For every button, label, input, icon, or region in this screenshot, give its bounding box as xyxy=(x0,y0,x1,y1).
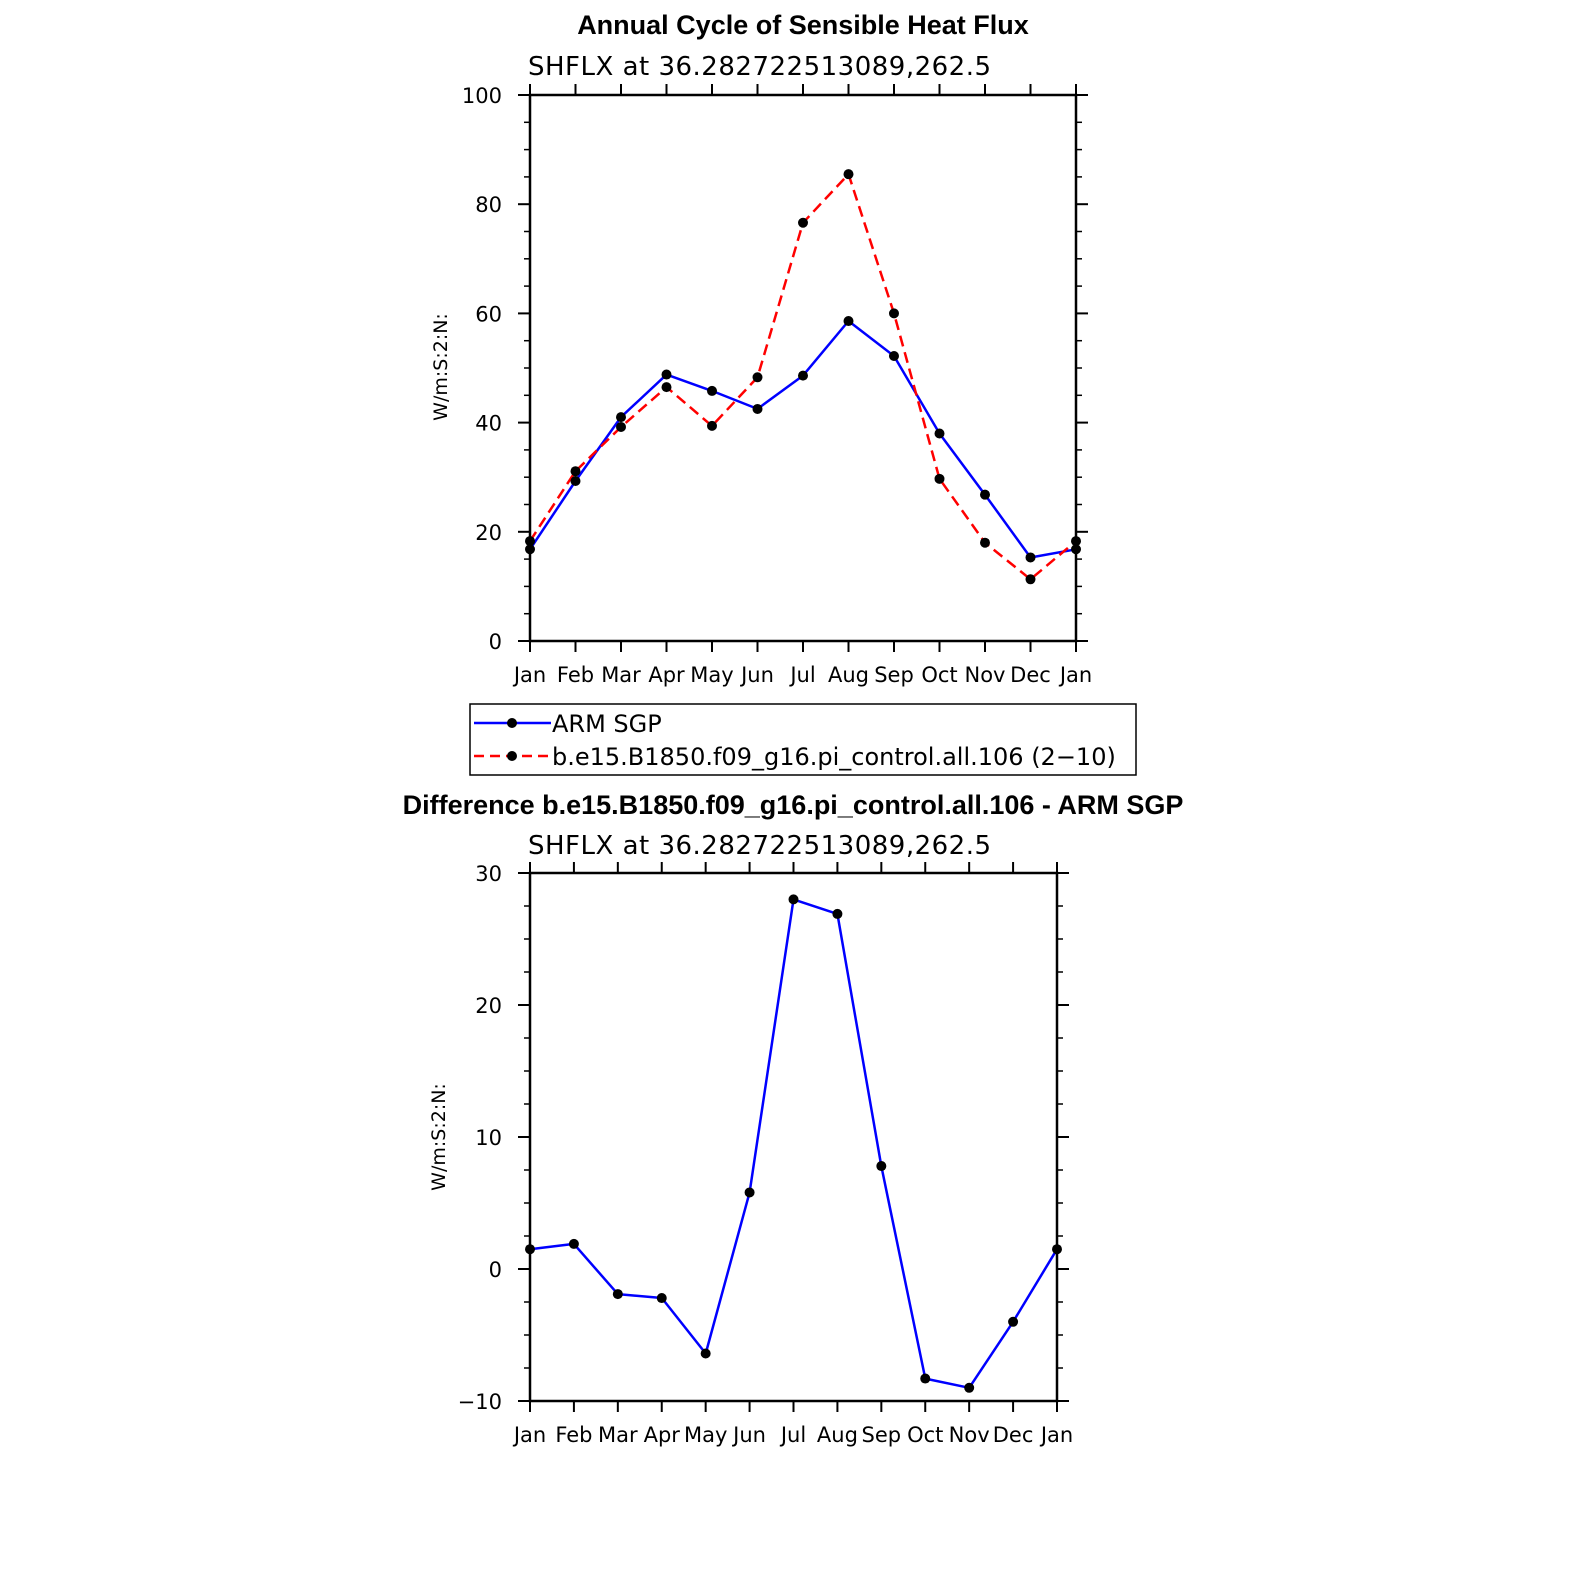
chart2-y-tick-label: 10 xyxy=(475,1126,502,1150)
chart2-x-tick-label: Apr xyxy=(644,1423,681,1447)
chart2-x-tick-label: Mar xyxy=(598,1423,638,1447)
chart1-series-0-point xyxy=(1071,544,1081,555)
chart2-x-tick-label: Dec xyxy=(993,1423,1034,1447)
chart1-series-1-point xyxy=(934,473,945,484)
legend-label-arm-sgp: ARM SGP xyxy=(552,710,662,738)
chart1-series-1-point xyxy=(1071,536,1081,547)
annual-cycle-chart: Annual Cycle of Sensible Heat Flux SHFLX… xyxy=(430,10,1092,687)
chart2-series-0-point xyxy=(964,1382,975,1393)
legend: ARM SGP b.e15.B1850.f09_g16.pi_control.a… xyxy=(469,703,1137,776)
legend-marker-model xyxy=(507,751,517,761)
chart1-series-0-point xyxy=(889,350,899,361)
chart2-x-tick-label: May xyxy=(684,1423,727,1447)
chart2-series-0-point xyxy=(700,1348,711,1359)
chart1-y-tick-label: 20 xyxy=(475,521,502,545)
chart2-y-tick-label: −10 xyxy=(458,1390,502,1414)
chart2-x-tick-label: Feb xyxy=(555,1423,592,1447)
chart2-x-tick-label: Jan xyxy=(512,1423,546,1447)
chart2-x-tick-label: Nov xyxy=(949,1423,990,1447)
chart1-series-0-point xyxy=(661,369,672,380)
chart1-series-1-point xyxy=(616,421,626,432)
chart1-series-1-point xyxy=(798,217,808,228)
chart2-plot-frame xyxy=(528,871,1059,1403)
chart1-series-0-point xyxy=(570,476,581,487)
chart1-series-1-point xyxy=(752,372,763,383)
chart1-x-tick-label: Apr xyxy=(648,663,685,687)
chart1-x-tick-label: Dec xyxy=(1010,663,1051,687)
chart1-series-1-point xyxy=(889,308,899,319)
chart1-x-tick-label: Nov xyxy=(965,663,1006,687)
chart1-series-0-point xyxy=(843,316,854,327)
chart1-x-tick-label: Jul xyxy=(788,663,815,687)
chart1-series-1-point xyxy=(525,536,535,547)
chart2-y-tick-label: 20 xyxy=(475,994,502,1018)
chart2-series-0-point xyxy=(876,1161,887,1172)
chart1-x-tick-label: Aug xyxy=(828,663,869,687)
chart2-series-0-point xyxy=(612,1289,623,1300)
chart2-series xyxy=(525,894,1062,1393)
chart1-series-0-point xyxy=(616,412,626,423)
chart1-title: Annual Cycle of Sensible Heat Flux xyxy=(577,10,1029,40)
chart2-x-tick-label: Jan xyxy=(1039,1423,1073,1447)
chart1-y-tick-label: 60 xyxy=(475,302,502,326)
chart1-x-tick-label: May xyxy=(690,663,733,687)
chart1-series-0-point xyxy=(707,385,717,396)
legend-label-model: b.e15.B1850.f09_g16.pi_control.all.106 (… xyxy=(552,743,1116,771)
chart1-x-tick-label: Jan xyxy=(1058,663,1092,687)
chart2-x-tick-label: Sep xyxy=(862,1423,902,1447)
chart1-series-1-point xyxy=(1025,574,1036,585)
chart1-plot-frame xyxy=(528,93,1078,643)
chart2-series-0-point xyxy=(656,1293,667,1304)
chart1-series-line-0 xyxy=(528,319,1077,559)
chart2-x-tick-label: Jul xyxy=(779,1423,806,1447)
chart2-series-0-point xyxy=(788,894,799,905)
chart1-y-axis-label: W/m:S:2:N: xyxy=(430,313,452,421)
chart1-x-tick-label: Jan xyxy=(512,663,546,687)
chart1-x-tick-label: Sep xyxy=(874,663,914,687)
chart1-y-tick-label: 80 xyxy=(475,193,502,217)
chart2-y-axis-label: W/m:S:2:N: xyxy=(428,1083,450,1191)
chart2-title: Difference b.e15.B1850.f09_g16.pi_contro… xyxy=(403,790,1184,820)
chart1-series-1-point xyxy=(661,382,672,393)
chart1-y-tick-label: 0 xyxy=(489,630,502,654)
chart2-series-line-0 xyxy=(529,898,1059,1390)
chart2-series-0-point xyxy=(1052,1244,1062,1255)
chart1-series-1-point xyxy=(843,169,854,180)
chart1-series-0-point xyxy=(980,489,990,500)
legend-marker-arm-sgp xyxy=(507,718,517,728)
chart2-x-tick-label: Oct xyxy=(907,1423,943,1447)
chart1-series-0-point xyxy=(525,544,535,555)
chart1-series-1-point xyxy=(570,466,581,477)
chart1-x-tick-label: Mar xyxy=(601,663,641,687)
chart2-series-0-point xyxy=(832,908,843,919)
chart1-series-1-point xyxy=(707,420,717,431)
chart2-axes: Jan Feb Mar Apr May Jun Jul Aug Sep Oct Nov Dec Jan−… xyxy=(458,862,1073,1447)
chart2-y-tick-label: 0 xyxy=(489,1258,502,1282)
chart2-x-tick-label: Jun xyxy=(731,1423,766,1447)
chart1-x-tick-label: Oct xyxy=(921,663,957,687)
chart1-series-0-point xyxy=(752,403,763,414)
chart2-series-0-point xyxy=(744,1187,755,1198)
chart2-series-0-point xyxy=(920,1373,931,1384)
chart2-y-tick-label: 30 xyxy=(475,862,502,886)
chart1-x-tick-label: Jun xyxy=(739,663,774,687)
chart1-subtitle: SHFLX at 36.282722513089,262.5 xyxy=(528,52,992,82)
chart2-subtitle: SHFLX at 36.282722513089,262.5 xyxy=(528,831,992,861)
chart1-series-0-point xyxy=(1025,552,1036,563)
chart1-axes: Jan Feb Mar Apr May Jun Jul Aug Sep Oct Nov Dec Jan 0… xyxy=(462,84,1092,687)
chart2-series-0-point xyxy=(568,1238,579,1249)
chart1-series-0-point xyxy=(798,370,808,381)
chart1-series-0-point xyxy=(934,428,945,439)
chart1-y-tick-label: 40 xyxy=(475,412,502,436)
chart1-series xyxy=(525,169,1081,585)
difference-chart: Difference b.e15.B1850.f09_g16.pi_contro… xyxy=(403,790,1184,1447)
legend-box xyxy=(469,703,1137,776)
chart2-series-0-point xyxy=(525,1244,535,1255)
chart1-y-tick-label: 100 xyxy=(462,84,502,108)
chart2-series-0-point xyxy=(1008,1316,1019,1327)
chart1-series-1-point xyxy=(980,537,990,548)
chart1-x-tick-label: Feb xyxy=(557,663,594,687)
chart2-x-tick-label: Aug xyxy=(817,1423,858,1447)
